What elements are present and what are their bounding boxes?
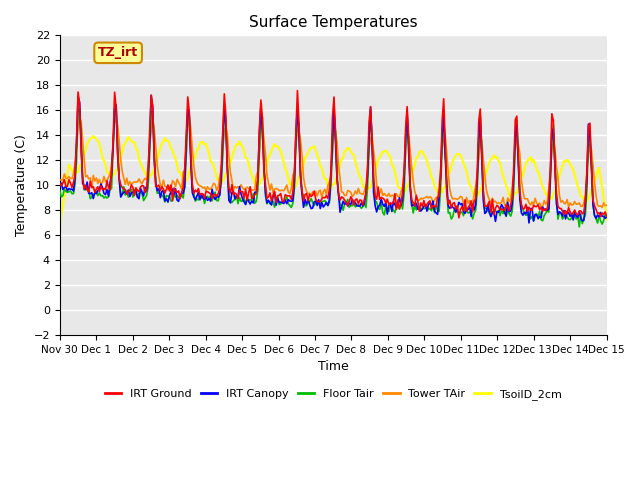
- Floor Tair: [296, 168, 304, 173]
- IRT Ground: [219, 129, 227, 134]
- Legend: IRT Ground, IRT Canopy, Floor Tair, Tower TAir, TsoilD_2cm: IRT Ground, IRT Canopy, Floor Tair, Towe…: [100, 384, 566, 404]
- IRT Canopy: [147, 93, 155, 98]
- X-axis label: Time: Time: [318, 360, 349, 373]
- IRT Ground: [296, 173, 304, 179]
- IRT Canopy: [575, 209, 583, 215]
- Line: IRT Ground: IRT Ground: [60, 91, 607, 218]
- TsoilD_2cm: [125, 134, 132, 140]
- IRT Canopy: [123, 191, 131, 197]
- Tower TAir: [123, 175, 131, 181]
- IRT Ground: [294, 88, 301, 94]
- IRT Ground: [56, 180, 63, 186]
- IRT Ground: [603, 214, 611, 219]
- TsoilD_2cm: [603, 216, 611, 222]
- IRT Canopy: [56, 184, 63, 190]
- Floor Tair: [603, 214, 611, 220]
- Tower TAir: [574, 201, 582, 207]
- Floor Tair: [112, 102, 120, 108]
- Floor Tair: [575, 224, 583, 230]
- IRT Canopy: [296, 173, 304, 179]
- TsoilD_2cm: [90, 133, 97, 139]
- Line: Floor Tair: Floor Tair: [60, 105, 607, 227]
- IRT Canopy: [248, 198, 255, 204]
- TsoilD_2cm: [56, 224, 63, 230]
- Title: Surface Temperatures: Surface Temperatures: [249, 15, 417, 30]
- TsoilD_2cm: [296, 172, 304, 178]
- Text: TZ_irt: TZ_irt: [98, 46, 138, 60]
- TsoilD_2cm: [248, 172, 255, 178]
- Line: IRT Canopy: IRT Canopy: [60, 96, 607, 223]
- IRT Ground: [455, 215, 463, 221]
- Tower TAir: [220, 127, 228, 133]
- Tower TAir: [296, 136, 304, 142]
- TsoilD_2cm: [220, 175, 228, 181]
- Floor Tair: [220, 110, 228, 116]
- IRT Ground: [575, 208, 583, 214]
- Tower TAir: [239, 185, 246, 191]
- Floor Tair: [125, 194, 132, 200]
- Floor Tair: [574, 213, 582, 218]
- Tower TAir: [56, 177, 63, 183]
- Line: Tower TAir: Tower TAir: [60, 117, 607, 207]
- Tower TAir: [603, 202, 611, 208]
- Tower TAir: [598, 204, 606, 210]
- Tower TAir: [248, 188, 255, 193]
- TsoilD_2cm: [239, 144, 246, 150]
- Y-axis label: Temperature (C): Temperature (C): [15, 134, 28, 236]
- Line: TsoilD_2cm: TsoilD_2cm: [60, 136, 607, 227]
- Floor Tair: [248, 197, 255, 203]
- IRT Canopy: [239, 196, 246, 202]
- IRT Ground: [246, 184, 254, 190]
- IRT Ground: [123, 191, 131, 197]
- IRT Canopy: [525, 220, 533, 226]
- TsoilD_2cm: [574, 184, 582, 190]
- IRT Canopy: [220, 104, 228, 109]
- Tower TAir: [186, 114, 193, 120]
- Floor Tair: [56, 188, 63, 193]
- IRT Ground: [237, 189, 245, 194]
- IRT Canopy: [603, 214, 611, 220]
- Floor Tair: [239, 198, 246, 204]
